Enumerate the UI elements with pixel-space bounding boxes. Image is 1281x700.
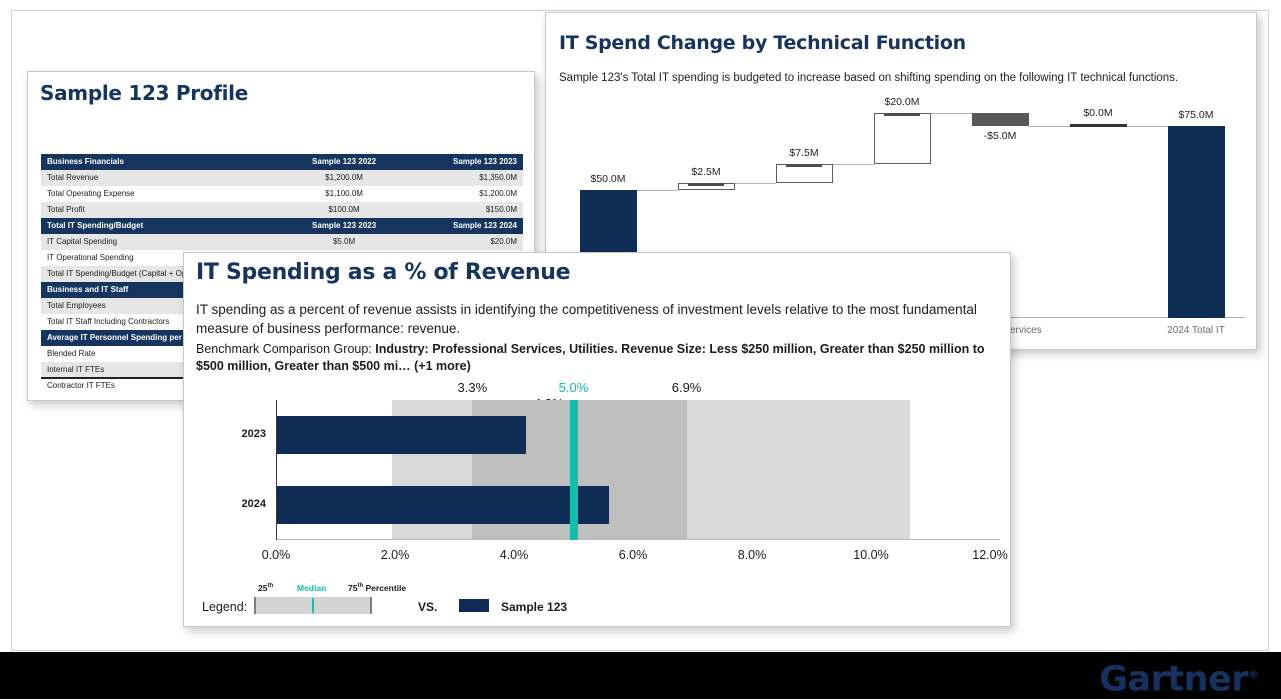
revenue-panel-description: IT spending as a percent of revenue assi… (196, 302, 977, 336)
waterfall-bar (873, 113, 931, 165)
legend-series-label: Sample 123 (501, 600, 568, 614)
table-cell-label: IT Capital Spending (41, 234, 285, 250)
revenue-x-tick-label: 4.0% (499, 548, 529, 562)
waterfall-value-label: $75.0M (1178, 108, 1214, 121)
waterfall-value-label: $7.5M (789, 147, 819, 160)
legend-caption-p25: 25th (258, 583, 274, 593)
table-row: Total Revenue $1,200.0M $1,350.0M (41, 170, 523, 186)
waterfall-x-tick-label: 2024 Total IT (1167, 325, 1225, 336)
revenue-x-axis-line (276, 539, 1000, 540)
revenue-plot-area (276, 400, 1000, 540)
legend-series-swatch (459, 599, 489, 612)
revenue-x-tick-label: 12.0% (972, 548, 1008, 562)
revenue-category-label: 2023 (241, 428, 266, 440)
waterfall-value-label: $50.0M (590, 172, 626, 185)
legend-caption-median: Median (297, 583, 327, 593)
waterfall-connector (930, 113, 972, 114)
legend-vs-label: VS. (418, 600, 438, 614)
legend-median-tick (312, 598, 314, 613)
benchmark-p75-label: 6.9% (671, 380, 702, 395)
revenue-x-tick-label: 2.0% (380, 548, 410, 562)
benchmark-p25-label: 3.3% (457, 380, 488, 395)
legend-caption-p75: 75th Percentile (348, 583, 407, 593)
table-cell-label: Total IT Spending/Budget (41, 218, 285, 234)
table-cell-value: Sample 123 2023 (284, 218, 404, 234)
table-cell-label: Total Revenue (41, 170, 285, 186)
benchmark-comparison-group: Benchmark Comparison Group: Industry: Pr… (196, 341, 996, 375)
waterfall-connector (832, 164, 874, 166)
waterfall-connector (1126, 125, 1168, 127)
waterfall-bar (677, 183, 735, 190)
panel-it-spending-percent-revenue: IT Spending as a % of Revenue IT spendin… (183, 252, 1011, 627)
table-cell-label: Total Operating Expense (41, 186, 285, 202)
table-cell-value: $150.0M (403, 202, 523, 218)
footer-bar (0, 652, 1281, 699)
benchmark-value: Industry: Professional Services, Utiliti… (196, 342, 985, 373)
table-cell-value: Sample 123 2024 (403, 218, 523, 234)
revenue-panel-title: IT Spending as a % of Revenue (196, 260, 571, 285)
table-cell-value: Sample 123 2022 (284, 154, 404, 170)
table-cell-value: $1,350.0M (403, 170, 523, 186)
registered-mark: ® (1248, 668, 1259, 681)
band-p75-to-max (686, 400, 910, 540)
table-cell-value: $1,200.0M (403, 186, 523, 202)
benchmark-prefix: Benchmark Comparison Group: (196, 342, 376, 356)
waterfall-bar (1069, 123, 1127, 127)
table-cell-value: $20.0M (403, 234, 523, 250)
legend-label: Legend: (202, 600, 248, 614)
waterfall-value-label: $0.0M (1083, 106, 1113, 119)
median-marker (569, 400, 578, 540)
gartner-logo: Gartner® (1099, 655, 1259, 700)
table-row: Total Operating Expense $1,100.0M $1,200.0… (41, 186, 523, 202)
table-cell-value: $1,200.0M (284, 170, 404, 186)
table-cell-value: Sample 123 2023 (403, 154, 523, 170)
waterfall-panel-title: IT Spend Change by Technical Function (559, 32, 966, 54)
table-cell-value: $100.0M (284, 202, 404, 218)
profile-panel-title: Sample 123 Profile (40, 81, 248, 105)
legend-band-swatch (254, 597, 372, 614)
waterfall-value-label: $2.5M (691, 166, 721, 179)
table-row: Total Profit $100.0M $150.0M (41, 202, 523, 218)
table-row: Total IT Spending/Budget Sample 123 2023 S… (41, 218, 523, 234)
waterfall-connector (1028, 125, 1070, 127)
table-cell-label: Total Profit (41, 202, 285, 218)
waterfall-bar (775, 164, 833, 184)
waterfall-value-label: $20.0M (884, 96, 920, 108)
table-row: Business Financials Sample 123 2022 Sample… (41, 154, 523, 170)
waterfall-bar (1167, 125, 1225, 318)
revenue-bar (276, 416, 526, 454)
waterfall-connector (636, 189, 678, 191)
revenue-y-axis-line (276, 400, 277, 540)
revenue-x-tick-label: 6.0% (618, 548, 648, 562)
revenue-x-tick-label: 10.0% (853, 548, 889, 562)
waterfall-value-label: -$5.0M (983, 129, 1017, 142)
waterfall-connector (734, 183, 776, 185)
table-row: IT Capital Spending $5.0M $20.0M (41, 234, 523, 250)
waterfall-bar (971, 113, 1029, 126)
table-cell-value: $1,100.0M (284, 186, 404, 202)
table-cell-label: Business Financials (41, 154, 285, 170)
revenue-x-tick-label: 8.0% (737, 548, 767, 562)
waterfall-panel-subtitle: Sample 123's Total IT spending is budget… (559, 72, 1179, 84)
revenue-x-tick-label: 0.0% (261, 548, 291, 562)
gartner-wordmark: Gartner (1099, 659, 1248, 700)
revenue-bar (276, 486, 610, 524)
revenue-category-label: 2024 (241, 498, 266, 510)
table-cell-value: $5.0M (284, 234, 404, 250)
revenue-legend: Legend: 25th Median 75th Percentile VS. … (196, 581, 1002, 621)
benchmark-median-label: 5.0% (558, 380, 589, 395)
